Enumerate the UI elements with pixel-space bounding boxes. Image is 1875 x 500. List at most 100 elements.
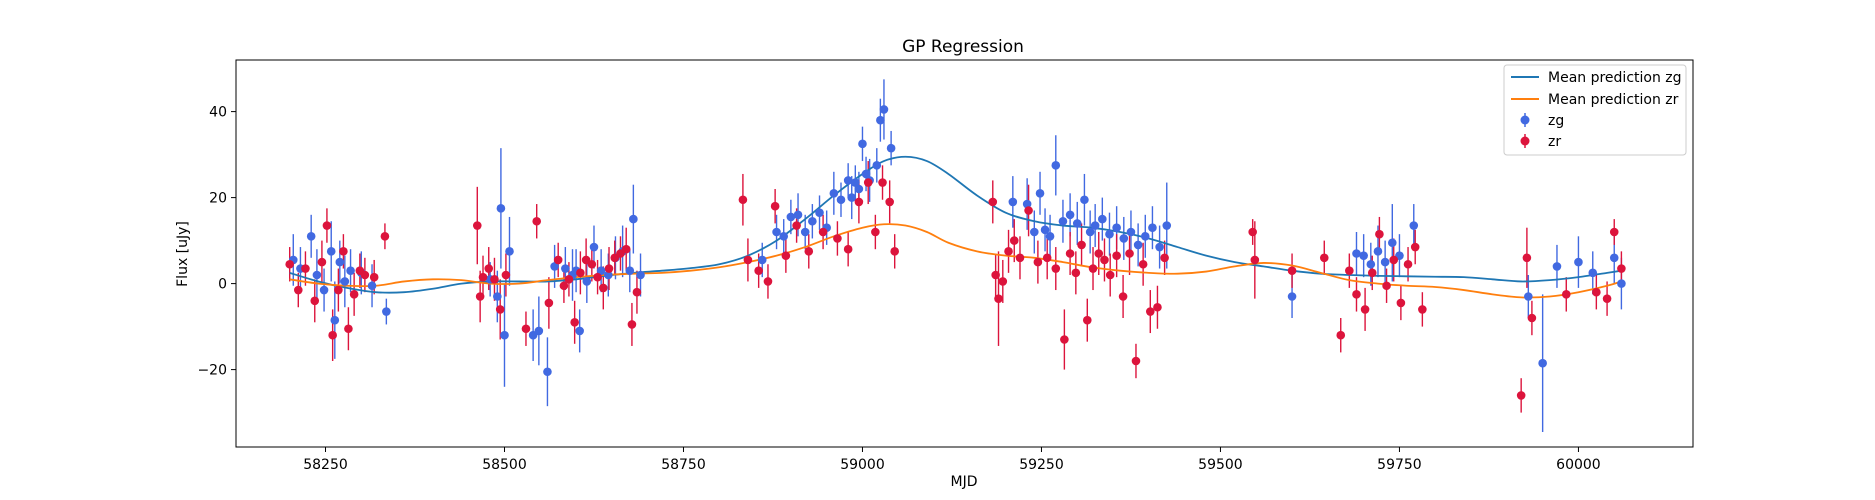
x-tick-label: 59500 [1198,457,1243,473]
zg-point [1098,214,1107,224]
zr-point [322,221,332,230]
legend-label-zg: zg [1548,113,1564,129]
zg-point [1574,257,1583,267]
zg-point [1058,216,1068,226]
zg-point [550,262,559,271]
zg-point [808,216,817,226]
zg-point [493,292,502,301]
zr-point [1375,229,1384,239]
zg-point [1148,223,1157,232]
zr-point [991,270,1000,280]
zr-point [1609,227,1619,237]
zr-point [1592,287,1601,297]
zg-point [1090,221,1100,230]
zg-point [779,232,789,241]
zg-point [340,277,350,286]
zg-point [854,184,864,194]
zr-point [1287,266,1297,276]
zr-point [360,270,370,280]
zg-point [1051,161,1061,170]
zr-point [349,290,359,299]
legend: Mean prediction zg Mean prediction zr zg… [1503,64,1687,156]
x-axis-label: MJD [951,474,978,490]
zg-point [1552,262,1562,271]
zr-point [559,281,569,291]
zg-point [815,208,824,217]
zr-point [532,216,542,226]
zg-point [1105,229,1114,239]
zr-point [1131,356,1141,366]
zg-point [772,227,781,237]
zg-point [625,266,635,276]
zr-point [1382,281,1391,291]
zr-point [1345,266,1354,276]
zg-point [847,193,857,202]
zg-point [1140,232,1150,241]
zg-point [843,176,853,185]
zg-point [1126,227,1136,237]
zg-point [836,195,846,205]
y-tick-label: −20 [197,363,227,379]
zr-point [1153,302,1162,312]
y-axis-ticks: −20 0 20 40 [197,105,236,379]
zr-point [285,259,294,269]
data-points [285,105,1626,400]
zg-point [1359,251,1368,260]
zr-point [1336,330,1346,340]
zg-point [604,270,613,280]
y-axis-label: Flux [uJy] [175,221,191,287]
zr-point [1403,259,1413,269]
zg-point [1609,253,1619,263]
zg-point [1387,238,1397,248]
zr-point [621,244,631,254]
zr-point [1094,249,1104,258]
zg-point [500,330,509,340]
zg-point [589,242,599,252]
zg-point [1030,227,1039,237]
zr-point [475,292,485,301]
legend-swatch-zg [1520,113,1530,127]
zg-point [1409,221,1419,230]
zg-point [1040,225,1050,235]
zg-point [1072,219,1082,228]
zr-point [301,264,310,273]
zg-point [1065,210,1075,220]
zr-point [310,296,320,306]
x-tick-label: 58250 [303,457,348,473]
legend-label-zg-mean: Mean prediction zg [1548,70,1682,86]
zg-point [382,307,391,316]
zg-point [757,255,767,265]
zr-point [998,277,1008,286]
zr-point [593,272,602,282]
mean-prediction-zg-line [289,155,1622,294]
zr-point [293,285,303,295]
zg-point [876,115,885,125]
zr-point [1250,255,1260,265]
zg-point [1045,232,1055,241]
zg-point [629,214,638,224]
zr-point [570,318,579,327]
zr-point [1352,290,1361,299]
zr-point [890,247,899,256]
mean-prediction-lines [289,155,1622,299]
zr-point [380,232,390,241]
zg-point [1352,249,1361,258]
zr-point [544,298,554,308]
x-tick-label: 59250 [1019,457,1064,473]
x-tick-label: 59000 [840,457,885,473]
zr-point [885,197,894,207]
zr-point [328,330,337,340]
zg-point [1380,257,1390,267]
zg-point [1538,358,1547,368]
zg-point [596,266,606,276]
zg-point [1366,259,1376,269]
zg-point [1008,197,1018,207]
zg-point [1373,247,1383,256]
zr-point [1051,264,1061,273]
zg-point [879,105,889,114]
zr-point [627,320,637,329]
zr-point [369,272,379,282]
zr-point [495,305,505,314]
zr-point [1617,264,1626,273]
zr-point [334,285,343,295]
